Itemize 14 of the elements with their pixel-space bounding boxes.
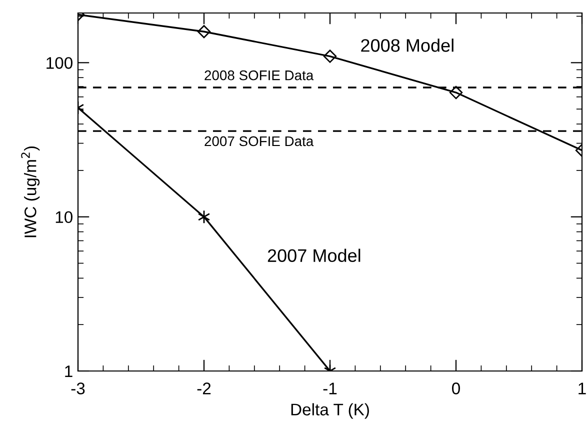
x-tick-label: -2 [197, 382, 211, 394]
y-axis-title: IWC (ug/m$^{2}$) [21, 146, 40, 238]
y-tick-label: 100 [46, 57, 72, 69]
ref-line-label: 2008 SOFIE Data [204, 70, 314, 80]
x-tick-label: -1 [323, 382, 337, 394]
y-tick-label: 1 [65, 366, 72, 378]
series-label: 2007 Model [268, 248, 360, 262]
ref-line-label: 2007 SOFIE Data [204, 136, 314, 146]
legend-label: 2008 Model [361, 38, 454, 52]
x-tick-label: -3 [71, 382, 85, 394]
x-tick-label: 0 [452, 382, 460, 394]
y-tick-label: 10 [56, 211, 72, 224]
x-tick-label: 1 [578, 382, 586, 394]
x-axis-title: Delta T (K) [291, 403, 369, 419]
